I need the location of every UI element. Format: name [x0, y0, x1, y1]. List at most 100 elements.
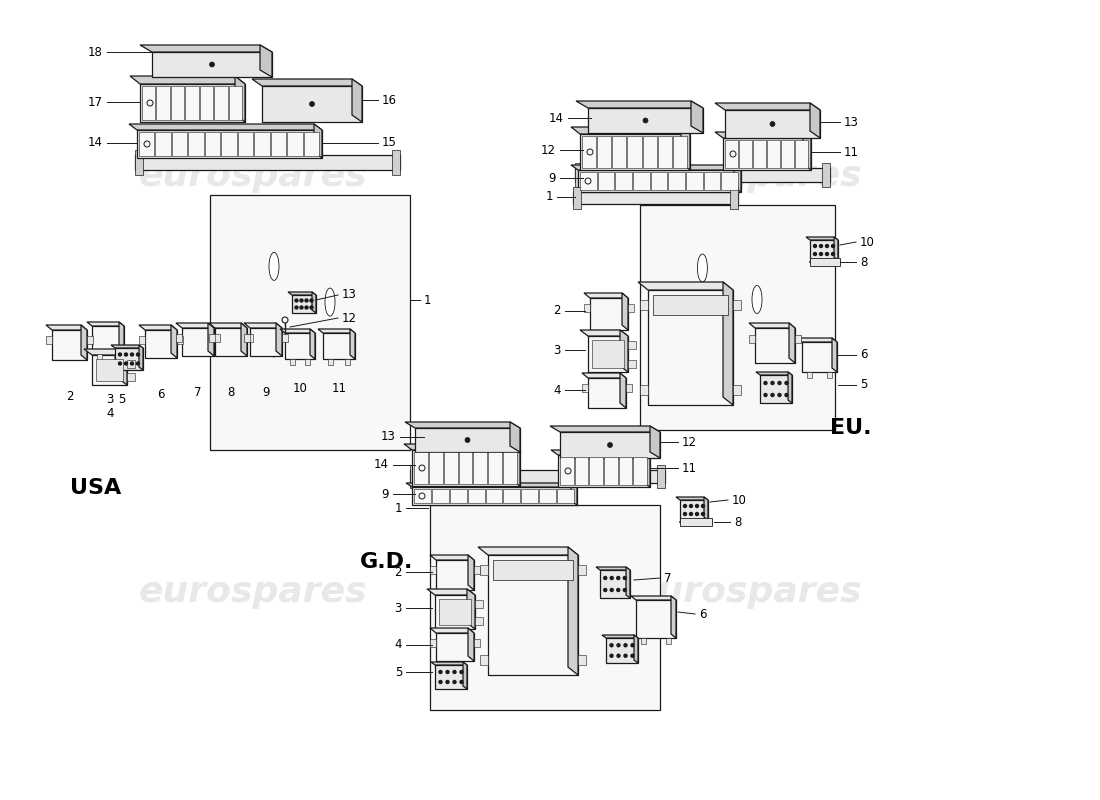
Circle shape: [131, 353, 133, 356]
Circle shape: [695, 513, 698, 515]
Polygon shape: [681, 127, 690, 170]
Bar: [97, 354, 102, 360]
Polygon shape: [788, 372, 792, 403]
Bar: [582, 384, 588, 392]
Bar: [657, 465, 665, 488]
Bar: [96, 359, 123, 381]
Bar: [290, 359, 295, 365]
Text: 9: 9: [549, 171, 556, 185]
Polygon shape: [723, 138, 811, 170]
Bar: [627, 136, 641, 168]
Circle shape: [439, 670, 442, 674]
Bar: [669, 172, 685, 190]
Polygon shape: [152, 52, 272, 77]
Polygon shape: [310, 329, 315, 359]
Bar: [632, 172, 650, 190]
Circle shape: [702, 513, 704, 515]
Circle shape: [453, 681, 456, 683]
Bar: [781, 140, 794, 168]
Bar: [521, 489, 538, 503]
Circle shape: [460, 670, 463, 674]
Circle shape: [778, 394, 781, 397]
Circle shape: [771, 394, 774, 397]
Bar: [430, 638, 436, 646]
Ellipse shape: [697, 254, 707, 282]
Polygon shape: [832, 338, 837, 372]
Bar: [87, 336, 94, 344]
Circle shape: [771, 382, 774, 385]
Circle shape: [814, 245, 816, 247]
Bar: [488, 452, 502, 484]
Polygon shape: [571, 165, 741, 170]
Circle shape: [683, 505, 686, 507]
Polygon shape: [568, 547, 578, 675]
Circle shape: [295, 306, 298, 309]
Bar: [142, 86, 155, 120]
Polygon shape: [588, 336, 628, 372]
Bar: [822, 163, 830, 187]
Polygon shape: [571, 483, 578, 505]
Polygon shape: [468, 628, 474, 661]
Circle shape: [136, 353, 140, 356]
Text: 11: 11: [331, 382, 346, 395]
Bar: [468, 489, 485, 503]
Bar: [305, 359, 310, 365]
Polygon shape: [140, 84, 245, 122]
Bar: [410, 465, 418, 488]
Polygon shape: [550, 426, 660, 432]
Polygon shape: [415, 428, 520, 452]
Circle shape: [690, 513, 693, 515]
Polygon shape: [704, 497, 708, 520]
Bar: [414, 489, 431, 503]
Polygon shape: [650, 426, 660, 458]
Polygon shape: [314, 124, 322, 158]
Polygon shape: [427, 589, 475, 595]
Circle shape: [820, 253, 823, 255]
Text: 7: 7: [664, 571, 671, 585]
Bar: [248, 334, 253, 342]
Ellipse shape: [563, 577, 573, 605]
Circle shape: [131, 362, 133, 365]
Polygon shape: [789, 323, 795, 363]
Polygon shape: [760, 375, 792, 403]
Bar: [658, 136, 672, 168]
Circle shape: [119, 362, 121, 365]
Text: 12: 12: [541, 143, 556, 157]
Bar: [575, 163, 583, 187]
Ellipse shape: [498, 549, 508, 576]
Bar: [739, 140, 752, 168]
Circle shape: [617, 577, 619, 579]
Polygon shape: [621, 293, 628, 330]
Polygon shape: [488, 555, 578, 675]
Polygon shape: [412, 487, 578, 505]
Circle shape: [604, 577, 607, 579]
Bar: [139, 336, 145, 344]
Bar: [640, 300, 648, 310]
Bar: [185, 86, 199, 120]
Polygon shape: [590, 298, 628, 330]
Polygon shape: [620, 373, 626, 408]
Text: eurospares: eurospares: [634, 159, 862, 193]
Polygon shape: [81, 325, 87, 360]
Bar: [767, 140, 780, 168]
Bar: [628, 360, 636, 368]
Polygon shape: [606, 638, 638, 663]
Polygon shape: [406, 483, 578, 487]
Circle shape: [446, 681, 449, 683]
Bar: [271, 132, 286, 156]
Circle shape: [119, 353, 121, 356]
Circle shape: [785, 394, 788, 397]
Polygon shape: [145, 330, 177, 358]
Bar: [443, 452, 458, 484]
Polygon shape: [644, 450, 650, 487]
Polygon shape: [241, 323, 248, 356]
Text: 3: 3: [107, 393, 113, 406]
Circle shape: [814, 253, 816, 255]
Bar: [810, 258, 840, 266]
Polygon shape: [596, 567, 630, 570]
Bar: [414, 452, 428, 484]
Bar: [642, 136, 657, 168]
Polygon shape: [262, 86, 362, 122]
Text: 5: 5: [860, 378, 868, 391]
Bar: [640, 385, 648, 395]
